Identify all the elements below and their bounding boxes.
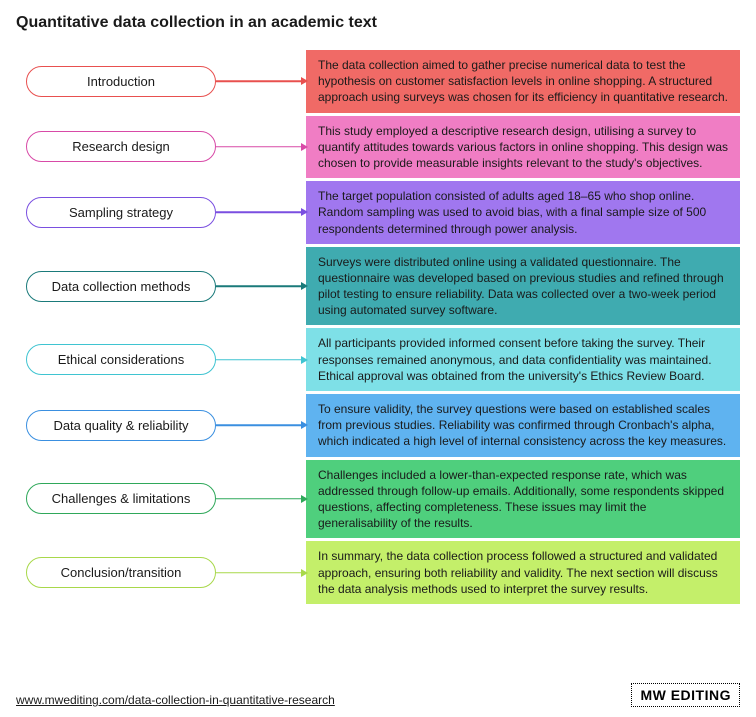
section-label-pill: Conclusion/transition [26,557,216,588]
section-body: This study employed a descriptive resear… [306,116,740,179]
section-body: All participants provided informed conse… [306,328,740,391]
section-label-pill: Ethical considerations [26,344,216,375]
footer: www.mwediting.com/data-collection-in-qua… [16,683,740,707]
diagram-row: Research design This study employed a des… [16,116,740,179]
pill-column: Conclusion/transition [16,541,226,604]
diagram-row: Ethical considerations All participants p… [16,328,740,391]
connector-line [216,572,306,574]
diagram-row: Data quality & reliability To ensure vali… [16,394,740,457]
connector-line [216,285,306,287]
pill-column: Introduction [16,50,226,113]
connector-column [226,181,306,244]
section-label-pill: Data collection methods [26,271,216,302]
arrow-right-icon [301,282,308,290]
pill-column: Challenges & limitations [16,460,226,539]
connector-column [226,394,306,457]
diagram-row: Sampling strategy The target population c… [16,181,740,244]
pill-column: Research design [16,116,226,179]
connector-column [226,328,306,391]
connector-column [226,247,306,326]
section-label-pill: Data quality & reliability [26,410,216,441]
arrow-right-icon [301,421,308,429]
section-body: In summary, the data collection process … [306,541,740,604]
arrow-right-icon [301,495,308,503]
arrow-right-icon [301,77,308,85]
footer-url[interactable]: www.mwediting.com/data-collection-in-qua… [16,693,335,707]
connector-column [226,116,306,179]
arrow-right-icon [301,208,308,216]
connector-line [216,146,306,148]
connector-line [216,498,306,500]
connector-line [216,359,306,361]
diagram-rows: Introduction The data collection aimed to… [16,50,740,604]
section-label-pill: Research design [26,131,216,162]
connector-column [226,541,306,604]
arrow-right-icon [301,356,308,364]
section-body: Challenges included a lower-than-expecte… [306,460,740,539]
arrow-right-icon [301,143,308,151]
diagram-row: Introduction The data collection aimed to… [16,50,740,113]
diagram-row: Data collection methods Surveys were dist… [16,247,740,326]
section-label-pill: Introduction [26,66,216,97]
page-title: Quantitative data collection in an acade… [16,14,740,32]
pill-column: Sampling strategy [16,181,226,244]
section-body: To ensure validity, the survey questions… [306,394,740,457]
connector-line [216,81,306,83]
section-label-pill: Sampling strategy [26,197,216,228]
section-label-pill: Challenges & limitations [26,483,216,514]
arrow-right-icon [301,569,308,577]
logo: MW EDITING [631,683,740,707]
connector-line [216,212,306,214]
connector-column [226,50,306,113]
connector-column [226,460,306,539]
section-body: The target population consisted of adult… [306,181,740,244]
pill-column: Data quality & reliability [16,394,226,457]
connector-line [216,425,306,427]
diagram-row: Conclusion/transition In summary, the dat… [16,541,740,604]
pill-column: Ethical considerations [16,328,226,391]
section-body: The data collection aimed to gather prec… [306,50,740,113]
pill-column: Data collection methods [16,247,226,326]
diagram-row: Challenges & limitations Challenges inclu… [16,460,740,539]
section-body: Surveys were distributed online using a … [306,247,740,326]
